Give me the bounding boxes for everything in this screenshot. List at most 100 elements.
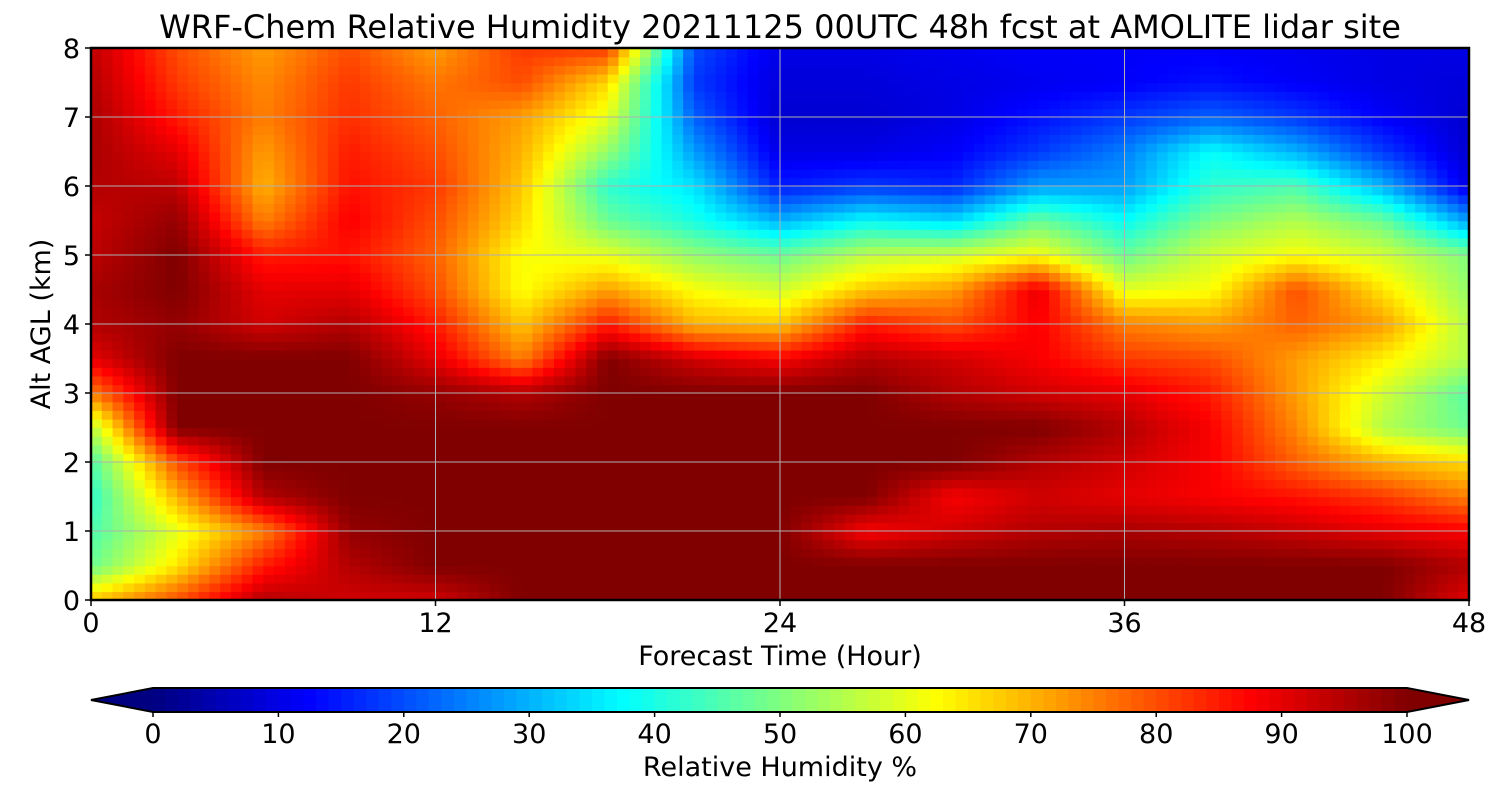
- heatmap-cell: [1006, 332, 1018, 342]
- heatmap-cell: [1361, 453, 1373, 463]
- heatmap-cell: [1404, 393, 1416, 403]
- heatmap-cell: [629, 556, 641, 567]
- heatmap-cell: [693, 410, 706, 420]
- heatmap-cell: [963, 462, 975, 472]
- heatmap-cell: [1339, 418, 1352, 429]
- heatmap-cell: [941, 289, 953, 299]
- heatmap-cell: [1210, 367, 1223, 377]
- heatmap-cell: [586, 358, 598, 368]
- heatmap-cell: [489, 384, 501, 394]
- heatmap-cell: [769, 513, 781, 524]
- heatmap-cell: [640, 349, 652, 360]
- heatmap-cell: [586, 349, 598, 360]
- heatmap-cell: [704, 349, 717, 360]
- heatmap-cell: [1070, 289, 1083, 299]
- heatmap-cell: [672, 358, 684, 368]
- heatmap-cell: [736, 272, 749, 282]
- heatmap-cell: [650, 496, 663, 506]
- heatmap-cell: [1275, 375, 1287, 386]
- heatmap-cell: [780, 384, 792, 394]
- heatmap-cell: [413, 418, 426, 429]
- heatmap-cell: [209, 367, 221, 377]
- heatmap-cell: [553, 384, 566, 394]
- heatmap-cell: [338, 496, 351, 506]
- heatmap-cell: [134, 324, 146, 334]
- heatmap-cell: [263, 522, 275, 532]
- heatmap-cell: [510, 513, 523, 524]
- heatmap-cell: [1350, 401, 1363, 411]
- heatmap-cell: [435, 574, 447, 584]
- heatmap-cell: [241, 522, 254, 532]
- heatmap-cell: [1221, 531, 1233, 541]
- heatmap-cell: [596, 272, 609, 282]
- heatmap-cell: [155, 393, 168, 403]
- heatmap-cell: [833, 505, 846, 515]
- heatmap-cell: [209, 591, 221, 600]
- heatmap-cell: [715, 591, 727, 600]
- heatmap-cell: [1242, 453, 1255, 463]
- heatmap-cell: [446, 280, 458, 291]
- heatmap-cell: [898, 298, 910, 308]
- heatmap-cell: [1253, 410, 1266, 420]
- heatmap-cell: [1318, 539, 1330, 549]
- heatmap-cell: [543, 324, 555, 334]
- heatmap-cell: [1113, 367, 1126, 377]
- heatmap-cell: [1027, 367, 1040, 377]
- heatmap-cell: [424, 384, 437, 394]
- heatmap-cell: [661, 453, 674, 463]
- heatmap-cell: [780, 548, 792, 558]
- heatmap-cell: [715, 453, 727, 463]
- heatmap-cell: [780, 375, 792, 386]
- heatmap-cell: [618, 436, 630, 446]
- heatmap-cell: [650, 272, 663, 282]
- heatmap-cell: [1199, 280, 1212, 291]
- heatmap-cell: [1382, 332, 1395, 342]
- heatmap-cell: [1253, 556, 1266, 567]
- heatmap-cell: [780, 272, 792, 282]
- heatmap-cell: [510, 263, 523, 273]
- heatmap-cell: [715, 444, 727, 455]
- heatmap-cell: [500, 367, 512, 377]
- heatmap-cell: [1221, 427, 1233, 437]
- heatmap-cell: [381, 513, 394, 524]
- heatmap-cell: [919, 349, 932, 360]
- heatmap-cell: [1146, 289, 1158, 299]
- heatmap-cell: [489, 548, 501, 558]
- heatmap-cell: [769, 548, 781, 558]
- heatmap-cell: [1232, 375, 1244, 386]
- heatmap-cell: [876, 444, 889, 455]
- heatmap-cell: [693, 427, 706, 437]
- heatmap-cell: [1178, 401, 1190, 411]
- heatmap-cell: [736, 384, 749, 394]
- heatmap-cell: [1232, 393, 1244, 403]
- heatmap-cell: [360, 401, 372, 411]
- heatmap-cell: [478, 401, 491, 411]
- heatmap-cell: [790, 539, 803, 549]
- heatmap-cell: [801, 582, 813, 593]
- heatmap-cell: [790, 470, 803, 480]
- heatmap-cell: [672, 401, 684, 411]
- heatmap-cell: [274, 479, 286, 489]
- heatmap-cell: [1221, 505, 1233, 515]
- heatmap-cell: [1081, 263, 1093, 273]
- heatmap-cell: [543, 263, 555, 273]
- heatmap-cell: [381, 496, 394, 506]
- heatmap-cell: [1242, 582, 1255, 593]
- heatmap-cell: [144, 401, 157, 411]
- heatmap-cell: [381, 487, 394, 498]
- heatmap-cell: [424, 444, 437, 455]
- heatmap-cell: [704, 548, 717, 558]
- heatmap-cell: [1081, 539, 1093, 549]
- heatmap-cell: [909, 574, 921, 584]
- heatmap-cell: [1415, 367, 1427, 377]
- heatmap-cell: [1296, 332, 1309, 342]
- heatmap-cell: [693, 548, 706, 558]
- heatmap-cell: [1253, 539, 1266, 549]
- heatmap-cell: [564, 565, 577, 575]
- heatmap-cell: [230, 384, 243, 394]
- heatmap-cell: [1167, 367, 1180, 377]
- heatmap-cell: [1210, 479, 1223, 489]
- heatmap-cell: [758, 332, 770, 342]
- heatmap-cell: [327, 470, 340, 480]
- heatmap-cell: [317, 522, 329, 532]
